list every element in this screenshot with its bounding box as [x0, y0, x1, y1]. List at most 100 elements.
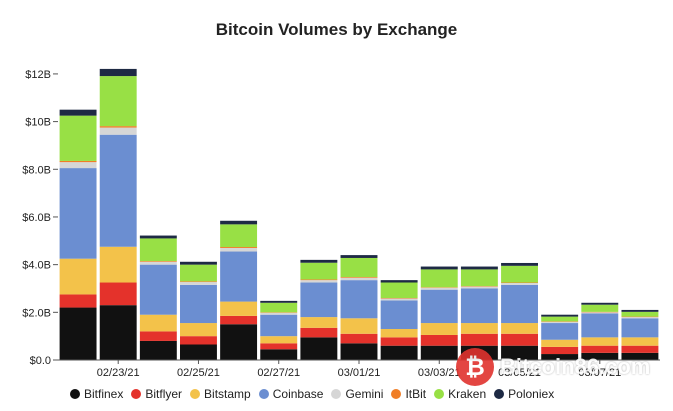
bar-segment-bitflyer: [541, 346, 579, 355]
bar-segment-bitstamp: [220, 301, 258, 316]
bar-segment-gemini: [380, 298, 418, 301]
legend-item-bitflyer[interactable]: Bitflyer: [131, 387, 182, 401]
bar-segment-coinbase: [621, 318, 659, 338]
bar-segment-coinbase: [180, 284, 217, 324]
bar-segment-itbit: [180, 281, 217, 283]
bar-segment-gemini: [59, 162, 97, 169]
bar-segment-bitstamp: [340, 318, 378, 334]
bar-segment-bitflyer: [260, 343, 298, 350]
bar-segment-kraken: [621, 311, 659, 317]
bar-segment-poloniex: [380, 280, 418, 283]
bar-segment-kraken: [139, 238, 177, 262]
bar-segment-bitstamp: [380, 329, 418, 338]
bar-segment-poloniex: [180, 261, 217, 265]
bar-segment-gemini: [260, 312, 298, 315]
bar-segment-bitflyer: [220, 315, 258, 325]
bar-segment-gemini: [621, 317, 659, 319]
bar-segment-bitfinex: [220, 324, 258, 360]
bar-segment-itbit: [59, 160, 97, 163]
legend-item-kraken[interactable]: Kraken: [434, 387, 486, 401]
bar-segment-kraken: [460, 269, 498, 287]
legend-swatch: [494, 389, 505, 399]
bar-segment-bitstamp: [59, 258, 97, 295]
bar-segment-bitfinex: [139, 340, 177, 360]
bar-segment-kraken: [99, 76, 137, 127]
legend-item-gemini[interactable]: Gemini: [331, 387, 383, 401]
bar-segment-itbit: [300, 279, 338, 281]
bar-segment-bitstamp: [300, 317, 338, 328]
legend-item-bitfinex[interactable]: Bitfinex: [70, 387, 123, 401]
x-tick-label: 03/07/21: [578, 367, 621, 379]
x-tick-label: 02/23/21: [97, 367, 140, 379]
bitcoin-logo-icon: ₿: [456, 348, 494, 386]
legend-label: Poloniex: [508, 387, 555, 401]
bar-segment-poloniex: [581, 302, 619, 305]
x-tick-label: 02/27/21: [257, 367, 300, 379]
legend-swatch: [391, 389, 402, 399]
bar-segment-bitstamp: [581, 337, 619, 346]
bar-segment-bitfinex: [501, 345, 538, 360]
bar-segment-gemini: [541, 321, 579, 324]
bar-segment-poloniex: [340, 255, 378, 258]
x-tick-label: 02/25/21: [177, 367, 220, 379]
y-tick-label: $2.0B: [22, 307, 51, 319]
bar-segment-bitflyer: [139, 331, 177, 341]
legend-swatch: [258, 389, 269, 399]
bar-segment-gemini: [420, 287, 458, 290]
bar-segment-itbit: [220, 246, 258, 248]
bar-segment-kraken: [420, 269, 458, 288]
legend-item-coinbase[interactable]: Coinbase: [258, 387, 324, 401]
bar-segment-bitflyer: [340, 333, 378, 344]
bar-segment-kraken: [581, 304, 619, 312]
legend-item-bitstamp[interactable]: Bitstamp: [190, 387, 251, 401]
bar-segment-gemini: [460, 286, 498, 289]
x-tick-label: 03/01/21: [338, 367, 381, 379]
bar-segment-gemini: [340, 277, 378, 281]
bar-segment-bitflyer: [380, 337, 418, 346]
bar-segment-poloniex: [139, 235, 177, 239]
watermark: ₿ Bitcoin86.com: [456, 348, 650, 386]
bar-segment-gemini: [139, 261, 177, 265]
bar-segment-coinbase: [300, 282, 338, 318]
bar-segment-coinbase: [380, 300, 418, 330]
bar-segment-itbit: [340, 277, 378, 278]
legend-label: Bitstamp: [204, 387, 251, 401]
legend-label: ItBit: [405, 387, 427, 401]
bar-segment-bitstamp: [460, 323, 498, 334]
legend-swatch: [70, 389, 80, 399]
bar-segment-coinbase: [541, 323, 579, 340]
legend-item-itbit[interactable]: ItBit: [391, 387, 426, 401]
y-tick-label: $8.0B: [22, 164, 51, 176]
legend-item-poloniex[interactable]: Poloniex: [494, 387, 554, 401]
bar-segment-gemini: [180, 282, 217, 285]
legend-swatch: [131, 389, 142, 399]
bar-segment-kraken: [260, 302, 298, 313]
bar-segment-bitflyer: [180, 336, 217, 345]
bar-segment-bitstamp: [99, 246, 137, 283]
bar-segment-coinbase: [139, 264, 177, 315]
bar-segment-bitflyer: [621, 345, 659, 353]
legend-label: Gemini: [345, 387, 384, 401]
bar-segment-kraken: [501, 265, 538, 283]
bar-segment-poloniex: [220, 220, 258, 225]
bar-segment-bitflyer: [420, 334, 458, 346]
bar-segment-bitflyer: [59, 294, 97, 308]
bar-segment-kraken: [220, 224, 258, 247]
bar-segment-coinbase: [501, 284, 538, 324]
bar-segment-bitfinex: [260, 349, 298, 360]
bar-segment-itbit: [139, 261, 177, 262]
bar-segment-coinbase: [220, 251, 258, 302]
y-tick-label: $4.0B: [22, 260, 51, 272]
bar-segment-gemini: [581, 312, 619, 314]
x-tick-label: 03/03/21: [418, 367, 461, 379]
bar-segment-gemini: [300, 280, 338, 283]
bar-segment-coinbase: [420, 289, 458, 324]
legend-swatch: [190, 389, 201, 399]
bar-segment-kraken: [180, 264, 217, 282]
x-tick-label: 03/05/21: [498, 367, 541, 379]
bar-segment-bitfinex: [99, 305, 137, 360]
bar-segment-coinbase: [460, 288, 498, 324]
bar-segment-bitfinex: [541, 354, 579, 360]
legend-label: Coinbase: [272, 387, 324, 401]
bar-segment-bitstamp: [501, 323, 538, 334]
